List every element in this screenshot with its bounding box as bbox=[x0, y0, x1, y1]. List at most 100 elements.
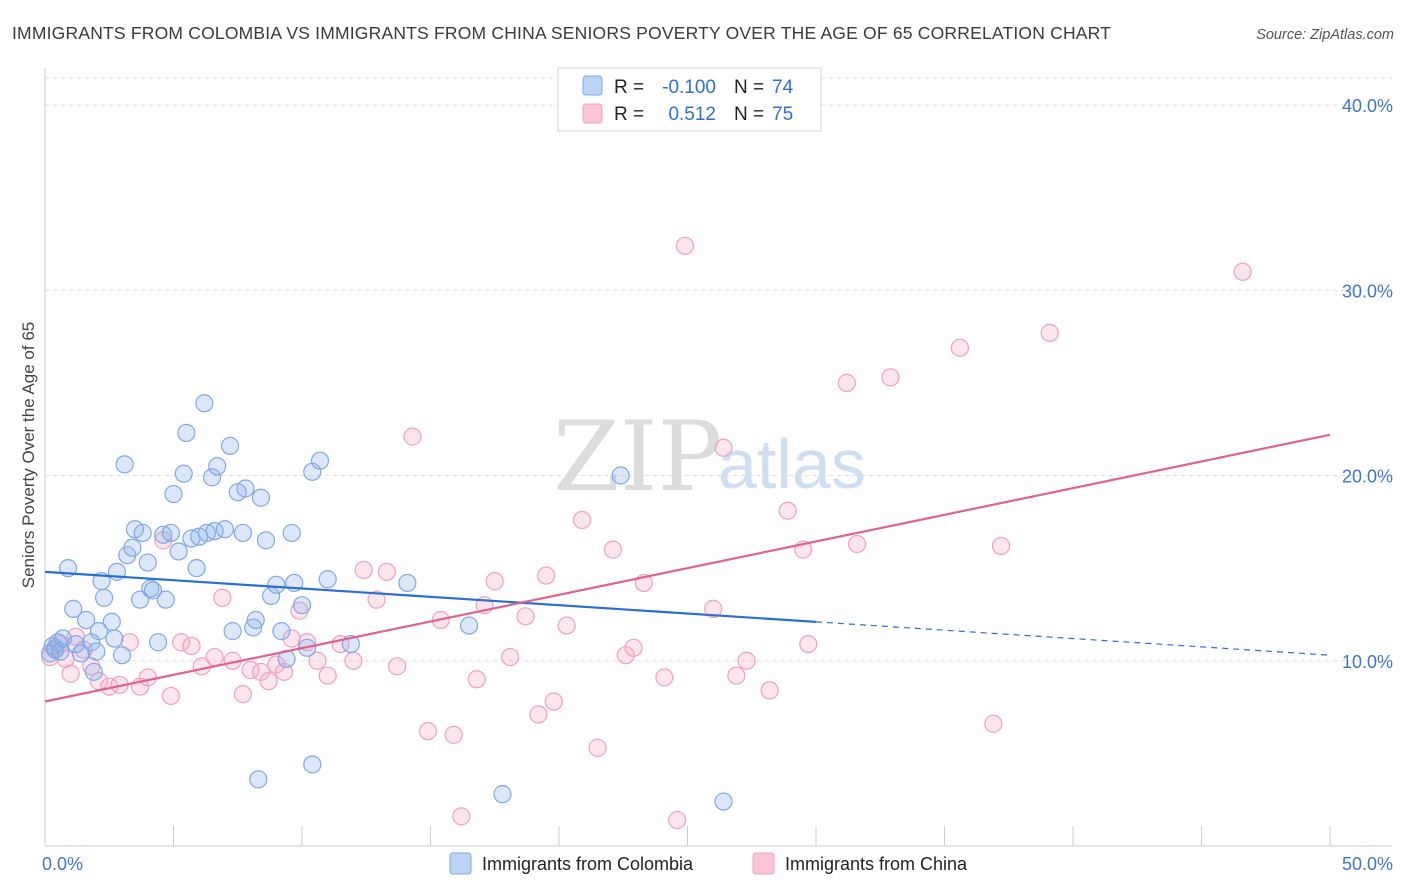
china-point-20 bbox=[213, 588, 232, 607]
china-point-24 bbox=[251, 662, 270, 681]
watermark-atlas: atlas bbox=[718, 425, 866, 503]
chart-source: Source: ZipAtlas.com bbox=[1256, 27, 1394, 43]
colombia-point-52 bbox=[244, 618, 263, 637]
colombia-point-53 bbox=[246, 610, 265, 630]
china-point-62 bbox=[704, 599, 723, 618]
china-point-63 bbox=[714, 438, 733, 457]
colombia-point-60 bbox=[282, 523, 301, 543]
china-point-66 bbox=[760, 681, 779, 700]
china-point-54 bbox=[588, 738, 607, 757]
colombia-point-31 bbox=[156, 590, 175, 609]
china-point-55 bbox=[603, 540, 623, 559]
y-tick-label-1: 20.0% bbox=[1342, 467, 1393, 487]
colombia-point-58 bbox=[272, 622, 291, 641]
colombia-point-46 bbox=[215, 520, 234, 539]
colombia-point-23 bbox=[123, 538, 142, 557]
china-point-35 bbox=[354, 560, 373, 580]
colombia-point-14 bbox=[89, 622, 109, 641]
colombia-point-69 bbox=[459, 616, 479, 635]
bottom-legend-swatch-colombia bbox=[449, 852, 472, 875]
legend-n-value-colombia: 74 bbox=[772, 77, 794, 98]
colombia-point-20 bbox=[112, 646, 132, 665]
china-point-75 bbox=[991, 536, 1011, 556]
china-point-31 bbox=[308, 651, 327, 670]
china-point-65 bbox=[737, 651, 756, 670]
colombia-point-72 bbox=[493, 785, 512, 804]
china-point-28 bbox=[282, 629, 301, 648]
china-point-61 bbox=[675, 236, 695, 255]
y-tick-label-3: 40.0% bbox=[1342, 96, 1393, 116]
china-point-47 bbox=[501, 647, 520, 667]
bottom-legend-label-china: Immigrants from China bbox=[785, 854, 968, 874]
colombia-point-51 bbox=[236, 479, 255, 498]
colombia-point-9 bbox=[71, 644, 91, 663]
china-point-48 bbox=[516, 607, 535, 626]
china-point-16 bbox=[172, 633, 191, 652]
china-point-67 bbox=[778, 501, 797, 520]
colombia-point-21 bbox=[115, 455, 134, 474]
chart-title: IMMIGRANTS FROM COLOMBIA VS IMMIGRANTS F… bbox=[12, 23, 1111, 43]
china-point-70 bbox=[837, 373, 856, 393]
china-point-43 bbox=[452, 807, 471, 826]
china-point-76 bbox=[1040, 323, 1059, 342]
colombia-point-13 bbox=[87, 642, 106, 661]
colombia-point-12 bbox=[84, 662, 103, 681]
colombia-point-26 bbox=[133, 523, 152, 543]
china-point-77 bbox=[1233, 262, 1252, 281]
grid-lines bbox=[45, 77, 1392, 662]
trend-lines bbox=[44, 433, 1331, 703]
china-point-39 bbox=[403, 427, 422, 446]
colombia-point-65 bbox=[310, 451, 330, 470]
colombia-point-74 bbox=[714, 792, 733, 811]
china-point-22 bbox=[233, 685, 252, 704]
watermark-zip: ZIP bbox=[553, 401, 722, 513]
china-point-25 bbox=[259, 672, 278, 691]
colombia-point-45 bbox=[208, 457, 227, 476]
china-point-59 bbox=[655, 668, 674, 687]
x-tick-labels: 0.0% 50.0% bbox=[42, 854, 1393, 874]
china-point-42 bbox=[444, 725, 463, 744]
china-point-38 bbox=[387, 657, 407, 676]
china-point-71 bbox=[848, 534, 867, 554]
china-point-44 bbox=[467, 670, 486, 689]
china-point-32 bbox=[318, 666, 337, 685]
china-point-40 bbox=[418, 722, 438, 741]
legend-r-label-china: R = bbox=[614, 104, 644, 125]
china-point-17 bbox=[182, 636, 201, 656]
china-point-13 bbox=[138, 668, 157, 687]
legend-r-value-colombia: -0.100 bbox=[662, 77, 716, 98]
legend-n-label-china: N = bbox=[734, 104, 764, 125]
legend-swatch-china bbox=[582, 103, 603, 124]
china-point-46 bbox=[485, 572, 504, 591]
china-point-52 bbox=[557, 616, 576, 635]
colombia-point-25 bbox=[130, 590, 150, 609]
china-point-53 bbox=[573, 510, 592, 530]
y-tick-label-2: 30.0% bbox=[1342, 281, 1393, 301]
colombia-point-57 bbox=[267, 575, 286, 594]
legend-swatch-colombia bbox=[582, 75, 603, 96]
y-tick-label-0: 10.0% bbox=[1342, 652, 1393, 672]
colombia-trend-extension bbox=[815, 621, 1331, 656]
colombia-point-47 bbox=[220, 436, 240, 455]
colombia-point-8 bbox=[66, 634, 85, 654]
china-point-56 bbox=[616, 646, 635, 665]
axes bbox=[44, 68, 1392, 847]
colombia-point-71 bbox=[303, 755, 322, 774]
bottom-legend-label-colombia: Immigrants from Colombia bbox=[482, 854, 694, 874]
colombia-point-62 bbox=[292, 596, 312, 615]
colombia-point-48 bbox=[223, 622, 242, 641]
china-point-34 bbox=[344, 651, 363, 670]
china-point-37 bbox=[377, 562, 396, 581]
colombia-point-17 bbox=[102, 612, 121, 631]
colombia-point-34 bbox=[164, 484, 183, 504]
colombia-point-50 bbox=[233, 523, 252, 543]
colombia-point-66 bbox=[318, 570, 337, 589]
y-tick-labels: 10.0% 20.0% 30.0% 40.0% bbox=[1342, 96, 1393, 672]
colombia-point-36 bbox=[174, 464, 193, 483]
china-trend-line bbox=[44, 433, 1331, 703]
colombia-point-55 bbox=[256, 531, 276, 550]
china-point-57 bbox=[624, 638, 643, 657]
y-axis-label: Seniors Poverty Over the Age of 65 bbox=[19, 322, 38, 588]
colombia-point-27 bbox=[138, 553, 157, 572]
